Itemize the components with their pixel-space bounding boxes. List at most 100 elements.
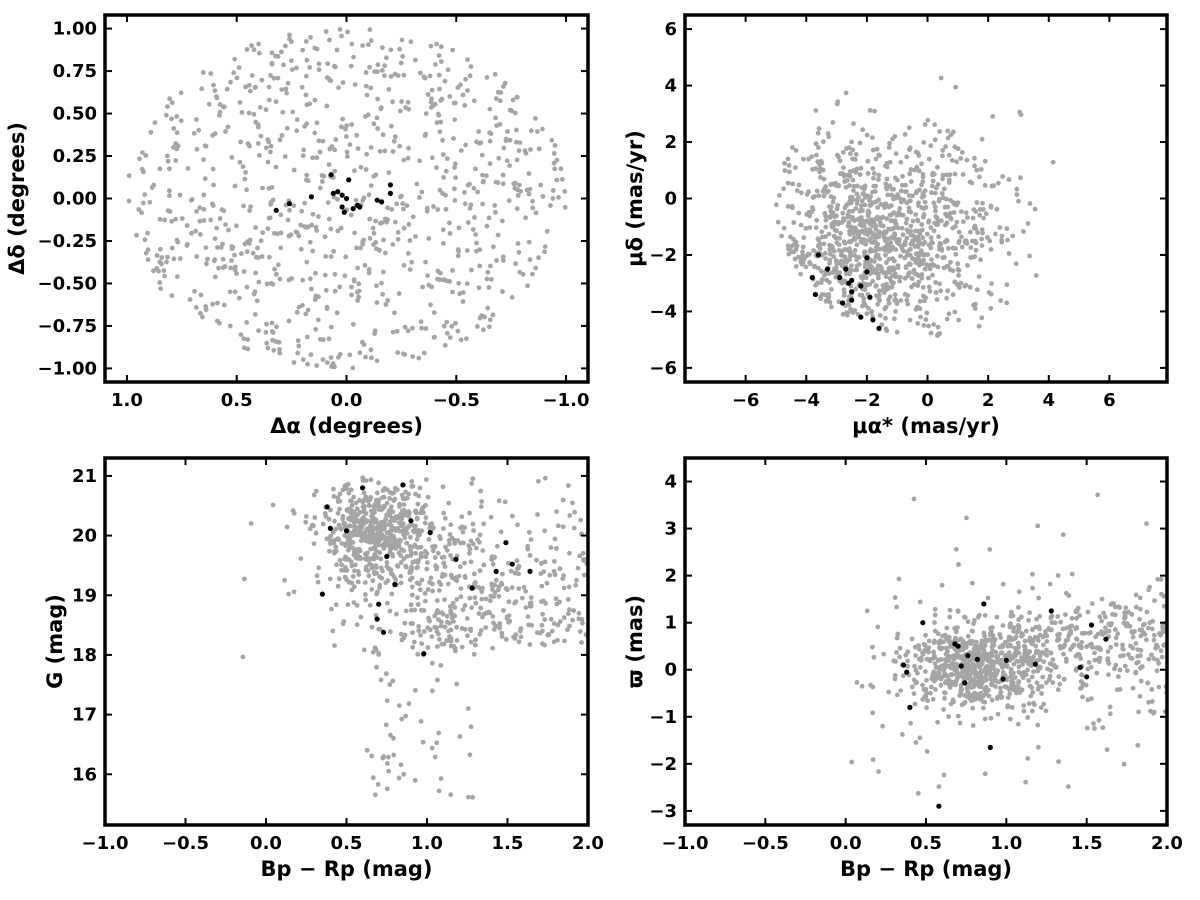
field-point <box>410 644 416 650</box>
field-point <box>438 98 444 103</box>
field-point <box>835 203 841 208</box>
field-point <box>361 342 367 347</box>
field-point <box>269 320 275 326</box>
field-point <box>994 654 999 660</box>
field-point <box>1012 651 1018 656</box>
field-point <box>872 217 878 223</box>
field-point <box>509 295 515 300</box>
field-point <box>877 292 882 298</box>
field-point <box>1035 635 1040 640</box>
field-point <box>218 245 224 250</box>
field-point <box>358 164 364 170</box>
field-point <box>478 605 484 611</box>
field-point <box>287 207 292 213</box>
field-point <box>577 629 583 634</box>
field-point <box>862 195 868 200</box>
field-point <box>977 174 982 180</box>
field-point <box>796 182 802 188</box>
field-point <box>932 122 938 128</box>
field-point <box>367 27 373 32</box>
field-point <box>171 125 177 131</box>
field-point <box>1107 704 1113 710</box>
field-point <box>985 235 990 240</box>
field-point <box>371 569 377 575</box>
field-point <box>276 339 282 345</box>
field-point <box>202 143 208 149</box>
field-point <box>210 301 216 307</box>
field-point <box>458 564 463 570</box>
field-point <box>873 156 879 162</box>
field-point <box>458 525 463 531</box>
field-point <box>875 624 881 630</box>
field-point <box>1031 669 1036 674</box>
field-point <box>438 623 444 629</box>
field-point <box>333 137 339 142</box>
field-point <box>874 283 879 288</box>
y-tick-label: 4 <box>664 472 677 493</box>
field-point <box>955 713 961 719</box>
field-point <box>345 154 350 159</box>
field-point <box>212 274 218 280</box>
field-point <box>436 588 442 593</box>
field-point <box>574 577 579 583</box>
field-point <box>888 240 894 246</box>
field-point <box>933 280 938 285</box>
field-point <box>813 141 819 147</box>
field-point <box>813 282 818 288</box>
field-point <box>407 267 413 272</box>
y-tick-label: −1 <box>649 707 677 728</box>
field-point <box>865 232 871 238</box>
field-point <box>476 285 482 291</box>
field-point <box>313 530 319 536</box>
field-point <box>941 772 947 778</box>
field-point <box>549 137 555 143</box>
field-point <box>534 630 540 635</box>
field-point <box>831 248 837 253</box>
field-point <box>355 146 361 152</box>
field-point <box>434 564 440 570</box>
field-point <box>897 654 902 660</box>
field-point <box>1036 666 1042 672</box>
field-point <box>328 226 334 232</box>
field-point <box>921 648 927 654</box>
field-point <box>232 289 238 295</box>
field-point <box>972 254 978 259</box>
field-point <box>540 194 546 199</box>
field-point <box>298 246 304 252</box>
field-point <box>390 242 396 247</box>
field-point <box>350 365 356 371</box>
field-point <box>941 186 947 192</box>
field-point <box>492 582 498 588</box>
field-point <box>391 490 396 496</box>
field-point <box>349 122 355 127</box>
field-point <box>903 189 909 195</box>
field-point <box>214 95 220 101</box>
field-point <box>796 210 802 216</box>
field-point <box>340 487 346 493</box>
field-point <box>228 265 234 271</box>
y-tick-label: −3 <box>649 801 677 822</box>
field-point <box>199 86 205 92</box>
field-point <box>1108 602 1114 607</box>
field-point <box>255 124 261 130</box>
field-point <box>523 588 528 594</box>
field-point <box>408 550 414 556</box>
field-point <box>832 227 838 233</box>
field-point <box>910 241 915 247</box>
y-tick-label: 0.00 <box>53 189 97 210</box>
field-point <box>1009 683 1014 688</box>
field-point <box>374 358 380 364</box>
field-point <box>866 305 871 311</box>
field-point <box>903 265 909 271</box>
field-point <box>891 658 897 664</box>
field-point <box>872 189 878 194</box>
field-point <box>360 475 366 481</box>
field-point <box>493 577 499 583</box>
field-point <box>382 216 388 222</box>
field-point <box>967 284 973 290</box>
field-point <box>922 122 928 127</box>
field-point <box>527 642 533 647</box>
field-point <box>189 230 194 236</box>
field-point <box>452 577 458 582</box>
field-point <box>310 211 316 217</box>
